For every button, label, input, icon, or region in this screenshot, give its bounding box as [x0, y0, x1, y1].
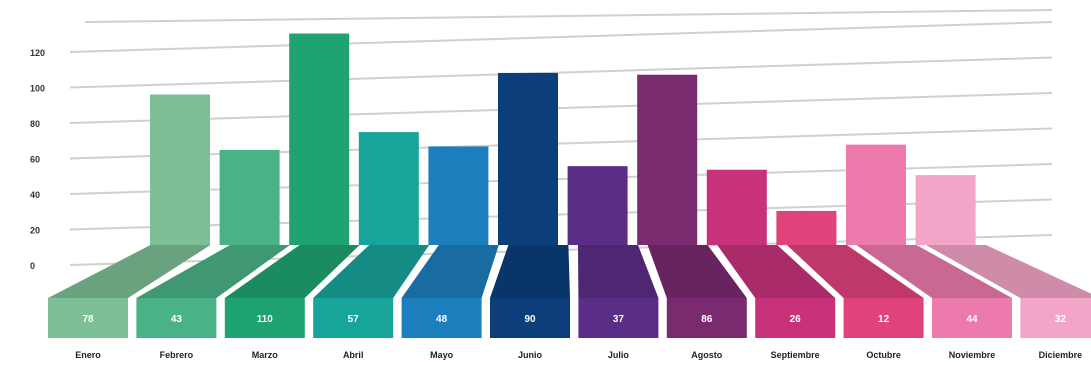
- grid-line: [84, 9, 1053, 23]
- x-tick-label: Diciembre: [1039, 350, 1083, 360]
- data-label: 32: [1055, 314, 1067, 325]
- data-label: 86: [701, 314, 713, 325]
- x-tick-label: Marzo: [252, 350, 279, 360]
- y-tick-label: 80: [30, 119, 40, 129]
- y-tick-label: 100: [30, 84, 45, 94]
- value-box: [755, 298, 836, 338]
- data-label: 37: [613, 314, 625, 325]
- data-label: 78: [82, 314, 94, 325]
- bar: [567, 166, 628, 245]
- grid-line: [69, 56, 1053, 89]
- value-box: [401, 298, 482, 338]
- y-tick-label: 20: [30, 226, 40, 236]
- data-label: 48: [436, 314, 448, 325]
- x-axis-labels: Enero Febrero Marzo Abril Mayo Junio Julio Agos…: [75, 350, 1082, 360]
- bar: [706, 169, 767, 245]
- floor-band: [926, 245, 1091, 298]
- x-tick-label: Junio: [518, 350, 543, 360]
- y-tick-label: 0: [30, 261, 35, 271]
- floor-band: [647, 245, 747, 298]
- floor-band: [136, 245, 290, 298]
- bar: [289, 33, 350, 245]
- data-label: 43: [171, 314, 183, 325]
- x-tick-label: Noviembre: [949, 350, 996, 360]
- value-box: [843, 298, 924, 338]
- grid-line: [69, 92, 1053, 124]
- data-label: 12: [878, 314, 890, 325]
- data-label: 26: [790, 314, 802, 325]
- value-box: [48, 298, 128, 338]
- x-tick-label: Abril: [343, 350, 364, 360]
- x-tick-label: Septiembre: [771, 350, 820, 360]
- value-box: [313, 298, 394, 338]
- data-label: 44: [966, 314, 978, 325]
- bar: [498, 72, 558, 245]
- value-box: [136, 298, 217, 338]
- value-boxes: 78 43 110 57 48 90 37 86 26 12 44 32: [48, 298, 1091, 338]
- floor-band: [578, 245, 659, 298]
- data-label: 90: [524, 314, 536, 325]
- floor-band: [224, 245, 360, 298]
- y-tick-label: 60: [30, 155, 40, 165]
- floor-band: [490, 245, 570, 298]
- bar: [776, 210, 837, 245]
- bar: [150, 94, 210, 245]
- x-tick-label: Agosto: [691, 350, 722, 360]
- floor-bands: [48, 245, 1091, 298]
- bar: [219, 150, 280, 245]
- floor-band: [856, 245, 1012, 298]
- x-tick-label: Mayo: [430, 350, 454, 360]
- bar: [637, 74, 698, 245]
- grid-line: [69, 21, 1053, 53]
- value-box: [224, 298, 305, 338]
- x-tick-label: Octubre: [866, 350, 901, 360]
- value-box: [1020, 298, 1091, 338]
- value-box: [932, 298, 1012, 338]
- bars: [150, 33, 976, 245]
- data-label: 110: [257, 314, 274, 325]
- y-tick-label: 120: [30, 48, 45, 58]
- bar: [846, 144, 906, 245]
- y-tick-label: 40: [30, 190, 40, 200]
- value-box: [578, 298, 659, 338]
- y-axis: 0 20 40 60 80 100 120: [30, 48, 45, 271]
- floor-band: [48, 245, 211, 298]
- bar: [428, 146, 489, 245]
- floor-band: [717, 245, 836, 298]
- bar: [915, 175, 976, 245]
- x-tick-label: Febrero: [160, 350, 194, 360]
- data-label: 57: [348, 314, 360, 325]
- floor-band: [313, 245, 430, 298]
- floor-band: [401, 245, 499, 298]
- value-box: [666, 298, 747, 338]
- floor-band: [786, 245, 924, 298]
- x-tick-label: Julio: [608, 350, 630, 360]
- value-box: [490, 298, 570, 338]
- bar: [358, 132, 419, 245]
- x-tick-label: Enero: [75, 350, 101, 360]
